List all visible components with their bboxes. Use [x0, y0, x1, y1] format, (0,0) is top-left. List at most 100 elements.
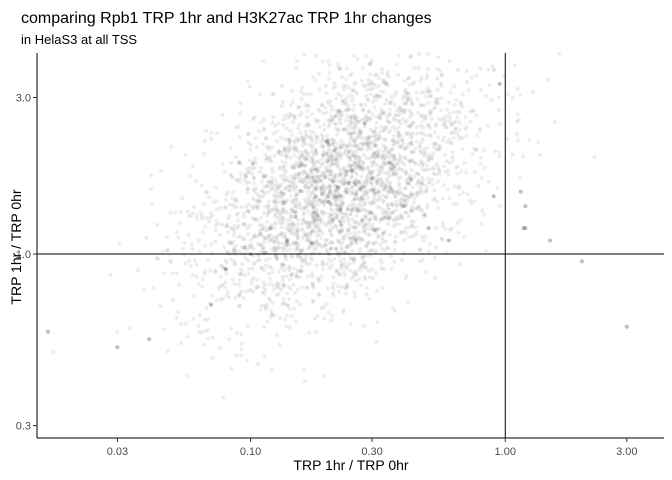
data-point — [272, 207, 277, 212]
data-point — [304, 262, 309, 267]
data-point — [261, 245, 265, 250]
data-point — [347, 187, 352, 192]
data-point — [392, 102, 397, 107]
data-point — [239, 353, 244, 358]
data-point — [414, 170, 419, 175]
data-point — [363, 274, 367, 279]
data-point — [388, 185, 393, 190]
data-point — [403, 186, 408, 191]
data-point — [251, 261, 256, 266]
data-point — [375, 154, 380, 159]
data-point — [385, 115, 390, 120]
data-point — [327, 70, 332, 75]
data-point — [462, 160, 467, 165]
data-point — [345, 168, 350, 173]
data-point — [435, 100, 440, 105]
data-point — [210, 335, 215, 340]
data-point — [478, 161, 483, 166]
data-point — [374, 217, 379, 222]
data-point — [344, 100, 348, 105]
data-point — [449, 226, 454, 231]
data-point — [403, 170, 408, 175]
data-point — [309, 176, 314, 180]
data-point — [334, 270, 339, 275]
data-point — [302, 164, 307, 169]
data-point — [330, 313, 335, 318]
data-point — [431, 165, 436, 170]
data-point — [329, 113, 333, 118]
data-point — [411, 192, 416, 197]
data-point — [352, 290, 357, 295]
data-point — [326, 148, 331, 153]
x-tick-label: 0.30 — [361, 446, 382, 458]
data-point — [308, 233, 313, 238]
data-point — [364, 265, 369, 270]
data-point — [282, 283, 287, 288]
data-point — [337, 173, 342, 178]
data-point — [335, 227, 340, 232]
data-point — [380, 166, 385, 171]
data-point — [357, 230, 362, 235]
data-point — [337, 272, 342, 277]
data-point — [374, 72, 379, 77]
data-point — [341, 151, 346, 156]
data-point — [320, 170, 325, 175]
data-point — [310, 166, 315, 171]
data-point — [349, 239, 354, 244]
data-point — [179, 341, 184, 346]
data-point — [236, 218, 241, 223]
data-point — [344, 172, 349, 177]
data-point — [292, 242, 297, 247]
data-point — [352, 180, 357, 185]
data-point — [305, 152, 309, 157]
data-point — [330, 240, 335, 245]
data-point — [368, 72, 373, 77]
data-point — [327, 200, 331, 205]
data-point — [364, 141, 368, 146]
data-point — [328, 221, 333, 226]
data-point — [427, 153, 432, 158]
data-point — [418, 248, 423, 252]
data-point — [314, 133, 318, 138]
data-point — [379, 216, 384, 221]
data-point — [155, 257, 160, 261]
data-point — [334, 247, 339, 252]
data-point — [469, 75, 474, 80]
data-point — [312, 178, 316, 183]
data-point — [353, 225, 358, 230]
data-point — [282, 235, 287, 239]
data-point — [391, 167, 396, 172]
data-point — [272, 153, 277, 158]
data-point — [339, 228, 344, 233]
data-point — [292, 199, 297, 204]
data-point — [391, 124, 396, 129]
data-point — [433, 275, 438, 280]
data-point — [280, 215, 285, 220]
data-point — [443, 152, 447, 157]
data-point — [214, 199, 219, 203]
data-point — [306, 186, 311, 190]
data-point — [303, 136, 307, 141]
data-point — [403, 198, 408, 203]
data-point — [343, 179, 348, 184]
data-point — [230, 227, 235, 231]
data-point — [227, 202, 232, 207]
data-point — [486, 67, 491, 72]
data-point — [315, 119, 319, 124]
data-point — [209, 293, 214, 298]
data-point — [314, 208, 319, 212]
data-point — [340, 112, 345, 117]
data-point — [177, 220, 182, 225]
data-point — [401, 141, 405, 146]
data-point — [322, 243, 327, 248]
data-point — [178, 210, 183, 215]
data-point — [326, 142, 331, 147]
data-point — [360, 141, 365, 145]
data-point — [521, 226, 526, 231]
data-point — [271, 235, 275, 240]
data-point — [308, 230, 313, 235]
data-point — [368, 216, 373, 221]
data-point — [396, 53, 401, 58]
data-point — [283, 200, 288, 205]
data-point — [282, 192, 287, 197]
